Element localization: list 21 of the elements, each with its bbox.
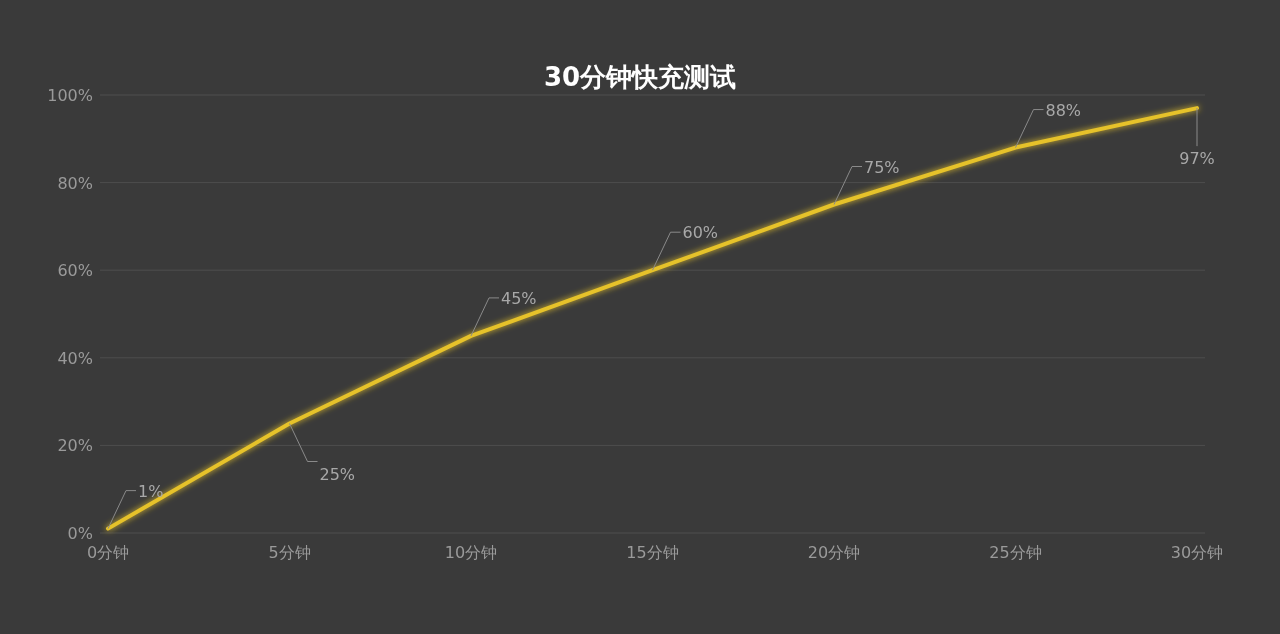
data-label: 60%: [682, 223, 719, 243]
y-tick-label: 60%: [57, 261, 93, 281]
y-tick-label: 100%: [47, 86, 93, 105]
data-label: 75%: [864, 157, 900, 177]
data-label: 1%: [138, 481, 164, 501]
data-label: 25%: [319, 464, 356, 484]
y-tick-label: 40%: [57, 348, 93, 368]
x-tick-label: 25分钟: [989, 543, 1042, 562]
data-label: 88%: [1045, 100, 1082, 120]
x-tick-label: 5分钟: [268, 543, 311, 562]
x-tick-label: 0分钟: [86, 543, 130, 562]
x-tick-label: 10分钟: [444, 543, 498, 562]
data-label: 45%: [501, 288, 537, 308]
y-tick-label: 20%: [57, 436, 93, 456]
x-tick-label: 20分钟: [807, 543, 861, 562]
y-tick-label: 80%: [57, 173, 93, 193]
y-tick-label: 0%: [67, 524, 93, 543]
x-tick-label: 30分钟: [1170, 543, 1224, 562]
data-label: 97%: [1179, 149, 1215, 169]
x-tick-label: 15分钟: [626, 543, 679, 562]
chart-title: 30分钟快充测试: [543, 62, 737, 92]
